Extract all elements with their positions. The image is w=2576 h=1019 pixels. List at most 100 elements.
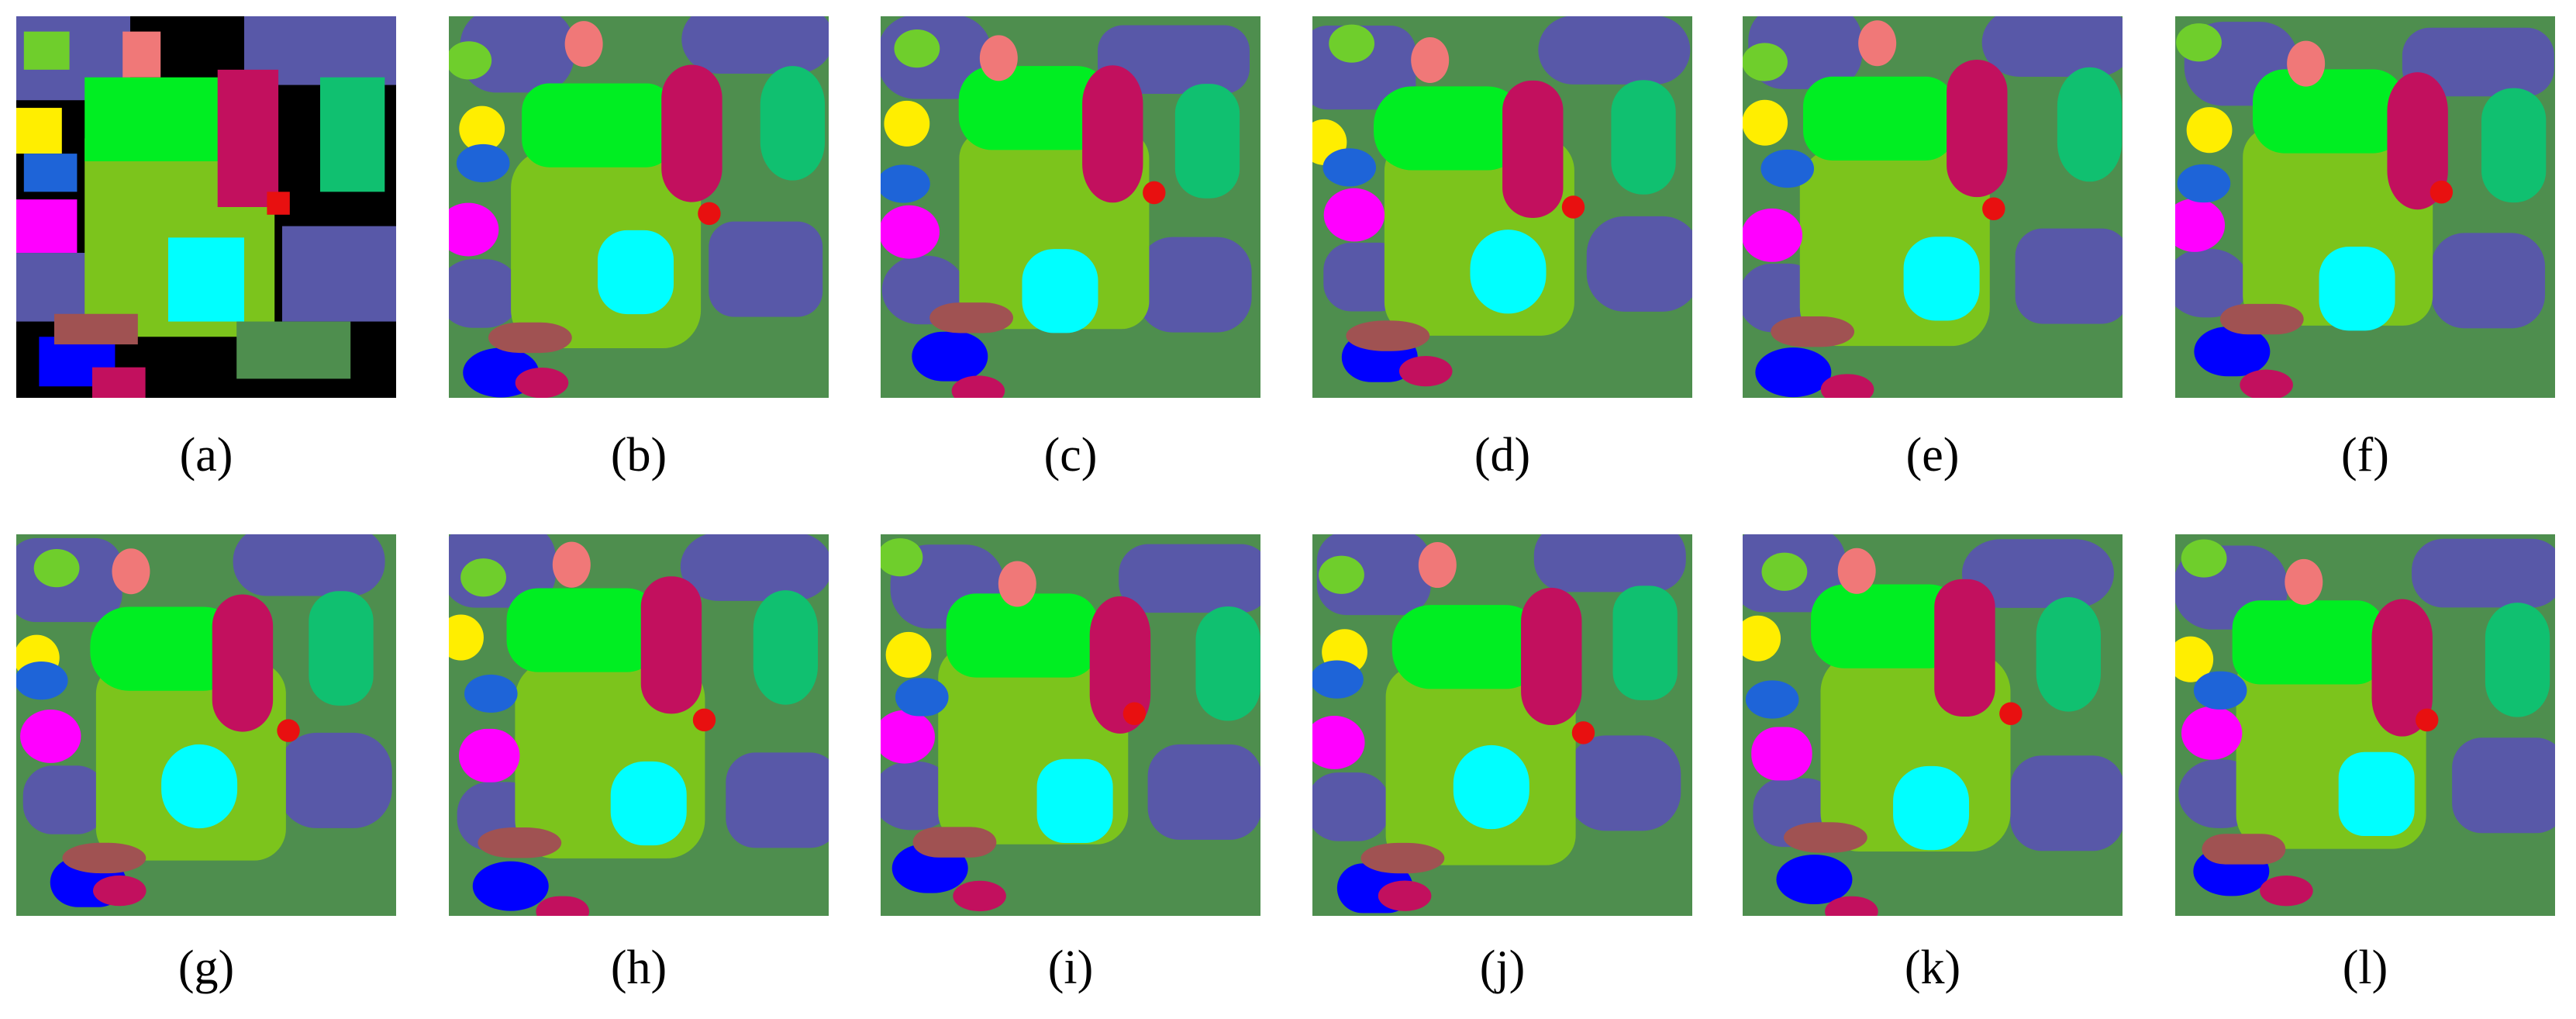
panel-label: (e)	[1906, 429, 1960, 482]
map-region	[1122, 702, 1147, 726]
map-region	[2338, 751, 2415, 837]
map-region	[2186, 107, 2233, 154]
map-region	[1755, 347, 1832, 398]
panel-mask	[426, 0, 449, 421]
map-region	[2167, 636, 2214, 682]
panel-mask	[2555, 0, 2576, 421]
map-region	[874, 710, 935, 764]
panel-mask	[1289, 398, 1716, 421]
panel-mask	[426, 511, 449, 939]
panel-mask	[2152, 398, 2576, 421]
map-region	[958, 66, 1111, 150]
map-region	[1811, 584, 1964, 668]
map-region	[564, 21, 603, 67]
panel-mask	[426, 916, 852, 939]
map-region	[1981, 8, 2134, 78]
map-region	[54, 313, 138, 345]
panel-mask	[0, 0, 419, 16]
map-region	[1961, 539, 2114, 608]
map-region	[2165, 248, 2249, 318]
map-region	[726, 752, 840, 848]
map-region	[278, 732, 392, 828]
classification-map	[0, 511, 419, 939]
map-region	[236, 321, 351, 379]
map-region	[877, 538, 923, 577]
map-region	[1360, 842, 1445, 874]
map-region	[2387, 72, 2448, 210]
map-region	[1521, 587, 1582, 726]
map-region	[22, 765, 107, 834]
map-region	[1776, 855, 1853, 905]
map-region	[946, 593, 1098, 678]
map-region	[267, 192, 290, 215]
map-region	[92, 367, 146, 398]
panel-mask	[426, 511, 852, 534]
panel-mask	[1719, 0, 2146, 16]
map-region	[217, 69, 279, 207]
map-region	[1742, 43, 1788, 81]
map-region	[522, 83, 674, 168]
map-region	[2431, 233, 2546, 329]
map-region	[1306, 772, 1391, 841]
map-region	[698, 202, 721, 226]
map-region	[1304, 716, 1365, 769]
map-region	[84, 77, 237, 161]
map-region	[1567, 735, 1681, 831]
map-region	[161, 744, 238, 829]
map-region	[1903, 237, 1980, 321]
panel-mask	[829, 511, 852, 939]
map-region	[2015, 228, 2129, 324]
map-region	[1036, 758, 1113, 844]
map-region	[23, 154, 78, 192]
panel-mask	[1289, 0, 1312, 421]
map-region	[1310, 660, 1364, 699]
panel-mask	[1289, 916, 1716, 939]
map-region	[2452, 737, 2567, 834]
panel-mask	[857, 398, 1284, 421]
classification-map	[1289, 511, 1716, 939]
map-region	[168, 237, 244, 322]
map-region	[23, 31, 70, 70]
map-region	[1195, 606, 1260, 721]
classification-map	[0, 0, 419, 421]
map-region	[979, 35, 1018, 81]
map-region	[1612, 585, 1678, 700]
panel-mask	[1692, 0, 1716, 421]
map-region	[877, 164, 930, 203]
map-region	[464, 674, 518, 713]
map-region	[1316, 530, 1431, 616]
map-region	[760, 66, 826, 181]
map-region	[2371, 599, 2433, 737]
panel-mask	[1692, 511, 1716, 939]
panel-label: (h)	[611, 941, 667, 994]
map-region	[610, 761, 687, 846]
classification-map	[1719, 511, 2146, 939]
map-region	[753, 590, 819, 705]
classification-map	[426, 511, 852, 939]
panel-mask	[1289, 511, 1312, 939]
map-region	[1611, 80, 1676, 195]
panel-label: (i)	[1048, 941, 1094, 994]
map-region	[912, 827, 997, 858]
panel-mask	[2152, 511, 2576, 534]
panel-mask	[2555, 511, 2576, 939]
map-region	[2194, 326, 2271, 377]
map-region	[437, 202, 499, 257]
panel-label: (g)	[178, 941, 234, 994]
map-region	[1538, 16, 1691, 85]
map-region	[1837, 547, 1876, 594]
map-region	[92, 875, 147, 907]
map-region	[1761, 552, 1808, 591]
map-region	[1742, 99, 1788, 146]
panel-mask	[1289, 0, 1716, 16]
map-region	[2181, 539, 2227, 578]
map-region	[1783, 822, 1867, 853]
map-region	[282, 226, 396, 322]
map-region	[1322, 148, 1377, 187]
map-region	[885, 631, 932, 678]
panel-mask	[1289, 511, 1716, 534]
map-region	[1329, 24, 1375, 63]
map-region	[1147, 744, 1262, 840]
